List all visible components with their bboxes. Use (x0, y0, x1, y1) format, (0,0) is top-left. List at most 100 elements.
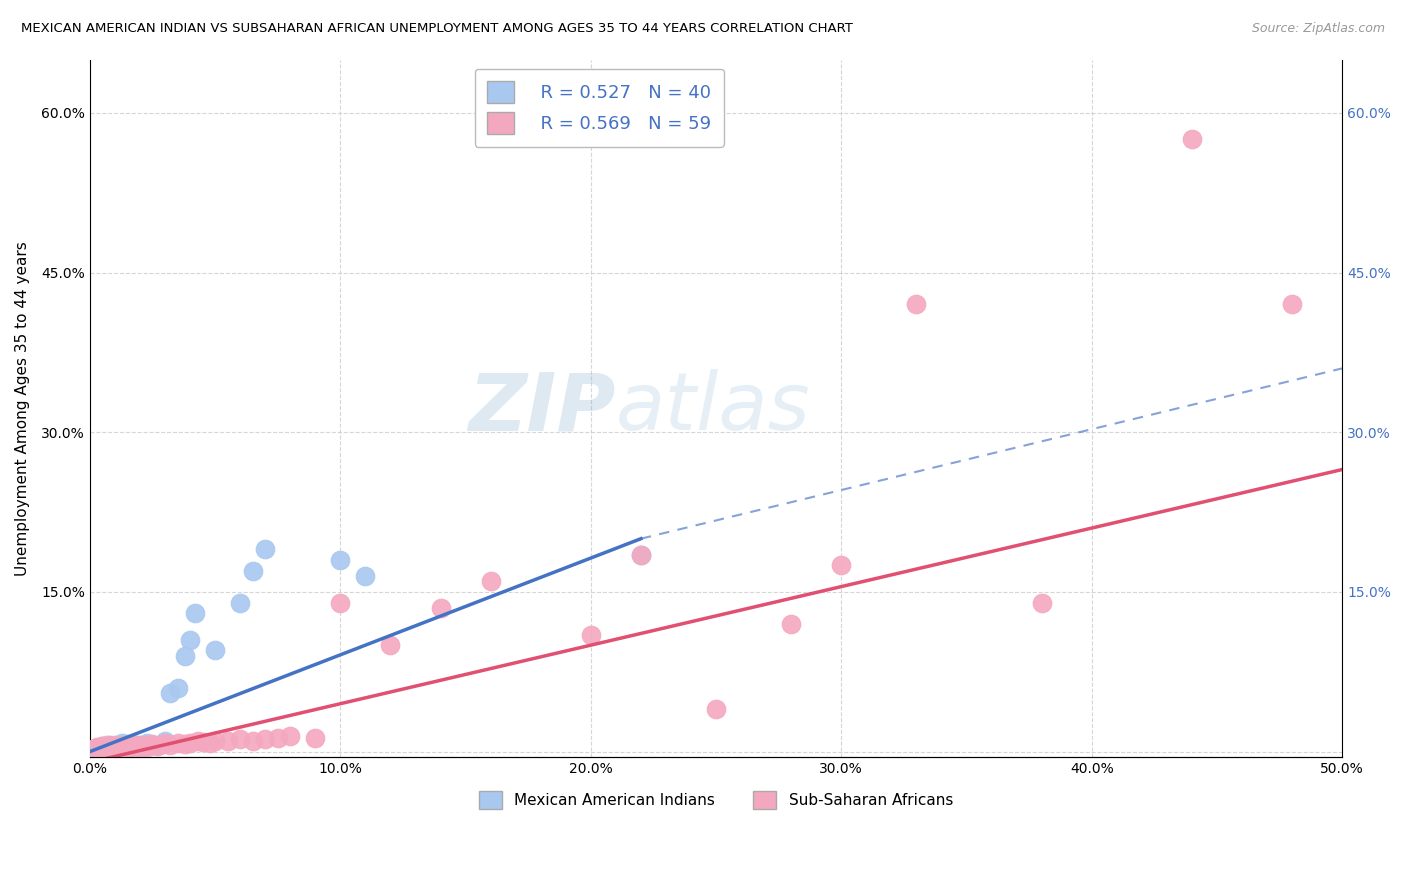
Point (98, 740, 121, 755)
Point (105, 740, 128, 755)
Point (380, 638, 402, 652)
Point (354, 569, 377, 583)
Point (91, 740, 114, 755)
Point (630, 548, 652, 562)
Point (101, 740, 124, 755)
Point (114, 741, 136, 756)
Text: MEXICAN AMERICAN INDIAN VS SUBSAHARAN AFRICAN UNEMPLOYMENT AMONG AGES 35 TO 44 Y: MEXICAN AMERICAN INDIAN VS SUBSAHARAN AF… (21, 22, 853, 36)
Text: atlas: atlas (616, 369, 811, 447)
Point (905, 297, 928, 311)
Point (91, 739, 114, 754)
Point (105, 740, 128, 755)
Point (242, 564, 264, 578)
Point (129, 738, 152, 752)
Point (121, 742, 143, 756)
Point (111, 736, 134, 750)
Point (83, 742, 105, 756)
Point (278, 729, 301, 743)
Point (117, 738, 139, 752)
Point (254, 542, 277, 557)
Point (179, 632, 201, 647)
Point (141, 738, 163, 752)
Point (98, 739, 121, 754)
Point (174, 648, 197, 663)
Point (153, 734, 176, 748)
Point (98, 741, 121, 756)
Point (134, 739, 156, 754)
Point (83, 741, 105, 756)
Point (267, 731, 290, 745)
Point (91, 739, 114, 754)
Point (89, 742, 111, 756)
Point (101, 741, 124, 756)
Point (1281, 297, 1303, 311)
Point (166, 681, 188, 695)
Point (429, 600, 451, 615)
Point (1181, 132, 1204, 146)
Point (198, 736, 221, 750)
Point (153, 736, 176, 750)
Point (630, 548, 652, 562)
Point (159, 686, 181, 700)
Point (124, 738, 146, 752)
Y-axis label: Unemployment Among Ages 35 to 44 years: Unemployment Among Ages 35 to 44 years (15, 241, 30, 575)
Point (830, 558, 852, 573)
Point (114, 739, 136, 754)
Text: Source: ZipAtlas.com: Source: ZipAtlas.com (1251, 22, 1385, 36)
Point (136, 736, 159, 750)
Point (118, 739, 141, 754)
Point (104, 739, 127, 754)
Point (111, 742, 134, 756)
Point (104, 741, 127, 756)
Point (127, 741, 149, 756)
Text: ZIP: ZIP (468, 369, 616, 447)
Point (149, 738, 172, 752)
Point (117, 740, 139, 755)
Point (104, 738, 127, 752)
Point (104, 742, 127, 756)
Point (117, 737, 139, 751)
Point (187, 734, 209, 748)
Point (166, 736, 188, 750)
Point (127, 738, 149, 752)
Point (579, 627, 602, 641)
Point (86, 741, 108, 756)
Point (96, 740, 118, 755)
Point (124, 740, 146, 755)
Point (159, 738, 181, 752)
Point (98, 738, 121, 752)
Point (229, 731, 252, 746)
Point (96, 741, 118, 756)
Point (229, 596, 252, 610)
Point (96, 738, 118, 752)
Point (117, 741, 139, 756)
Point (86, 740, 108, 755)
Point (204, 643, 226, 657)
Point (108, 741, 131, 756)
Point (129, 740, 152, 755)
Point (108, 739, 131, 754)
Legend: Mexican American Indians, Sub-Saharan Africans: Mexican American Indians, Sub-Saharan Af… (472, 785, 959, 815)
Point (129, 740, 152, 755)
Point (118, 740, 141, 755)
Point (704, 702, 727, 716)
Point (329, 553, 352, 567)
Point (94, 741, 117, 756)
Point (89, 742, 111, 756)
Point (131, 739, 153, 754)
Point (304, 731, 326, 745)
Point (1031, 596, 1053, 610)
Point (184, 606, 207, 620)
Point (204, 734, 226, 748)
Point (254, 731, 277, 746)
Point (108, 741, 131, 756)
Point (479, 574, 502, 589)
Point (242, 734, 264, 748)
Point (179, 736, 201, 750)
Point (174, 737, 197, 751)
Point (141, 737, 163, 751)
Point (134, 738, 156, 752)
Point (329, 596, 352, 610)
Point (121, 741, 143, 756)
Point (217, 734, 239, 748)
